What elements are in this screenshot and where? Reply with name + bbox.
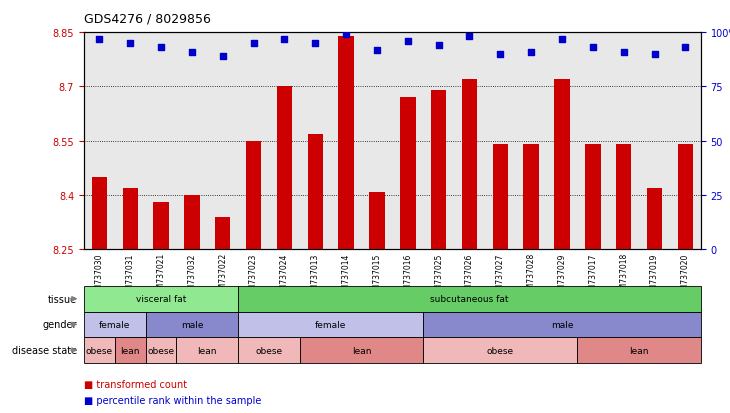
Bar: [647, 188, 662, 250]
Bar: [123, 188, 138, 250]
Text: female: female: [315, 320, 346, 329]
Point: [402, 38, 414, 45]
Text: obese: obese: [86, 346, 113, 355]
Point: [310, 40, 321, 47]
Point: [618, 49, 629, 56]
Text: subcutaneous fat: subcutaneous fat: [430, 294, 509, 304]
Point: [464, 34, 475, 41]
Text: visceral fat: visceral fat: [136, 294, 186, 304]
Point: [186, 49, 198, 56]
Bar: [92, 178, 107, 250]
Text: disease state: disease state: [12, 345, 77, 355]
Text: obese: obese: [147, 346, 174, 355]
Point: [433, 43, 445, 50]
Text: tissue: tissue: [47, 294, 77, 304]
Point: [93, 36, 105, 43]
Text: male: male: [180, 320, 203, 329]
Text: lean: lean: [120, 346, 140, 355]
Text: ■ transformed count: ■ transformed count: [84, 379, 187, 389]
Bar: [462, 80, 477, 250]
Bar: [184, 196, 199, 250]
Bar: [307, 134, 323, 250]
Bar: [246, 141, 261, 250]
Point: [217, 54, 228, 60]
Bar: [585, 145, 601, 250]
Point: [371, 47, 383, 54]
Point: [587, 45, 599, 52]
Text: GDS4276 / 8029856: GDS4276 / 8029856: [84, 12, 211, 25]
Point: [124, 40, 136, 47]
Bar: [215, 217, 231, 250]
Bar: [369, 192, 385, 250]
Text: gender: gender: [42, 320, 77, 330]
Text: ■ percentile rank within the sample: ■ percentile rank within the sample: [84, 395, 261, 405]
Text: obese: obese: [487, 346, 514, 355]
Text: obese: obese: [255, 346, 283, 355]
Text: lean: lean: [352, 346, 372, 355]
Point: [155, 45, 167, 52]
Point: [526, 49, 537, 56]
Text: lean: lean: [198, 346, 217, 355]
Point: [340, 32, 352, 38]
Point: [680, 45, 691, 52]
Bar: [153, 203, 169, 250]
Bar: [339, 37, 354, 250]
Bar: [431, 91, 446, 250]
Text: female: female: [99, 320, 131, 329]
Point: [494, 51, 506, 58]
Bar: [493, 145, 508, 250]
Bar: [277, 87, 292, 250]
Point: [649, 51, 661, 58]
Bar: [523, 145, 539, 250]
Point: [247, 40, 259, 47]
Point: [279, 36, 291, 43]
Bar: [677, 145, 693, 250]
Bar: [400, 98, 415, 250]
Bar: [554, 80, 569, 250]
Bar: [616, 145, 631, 250]
Point: [556, 36, 568, 43]
Text: lean: lean: [629, 346, 649, 355]
Text: male: male: [550, 320, 573, 329]
